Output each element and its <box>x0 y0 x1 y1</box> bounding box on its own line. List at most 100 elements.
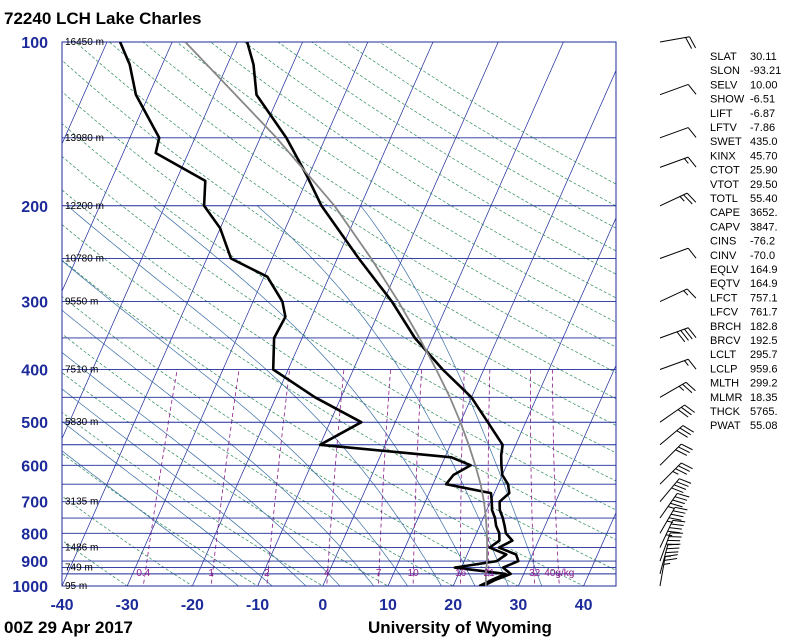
index-row: SLON -93.21 <box>710 65 781 77</box>
moist-adiabat <box>62 388 307 586</box>
dry-adiabat <box>62 411 324 586</box>
pressure-tick-label: 400 <box>21 363 48 380</box>
index-row: PWAT 55.08 <box>710 420 778 432</box>
height-label: 749 m <box>65 563 93 574</box>
temperature-tick-label: 0 <box>318 597 327 614</box>
index-value: 3847. <box>750 221 778 233</box>
mixing-ratio-label: 40g/kg <box>544 568 574 579</box>
dry-adiabat <box>210 42 616 299</box>
index-row: EQLV 164.9 <box>710 264 778 276</box>
index-name: CINV <box>710 250 737 262</box>
index-name: SWET <box>710 136 742 148</box>
mixing-ratio-label: 4 <box>324 568 330 579</box>
index-name: CAPE <box>710 207 740 219</box>
wind-barb <box>659 532 683 562</box>
height-label: 9550 m <box>65 297 98 308</box>
index-row: SELV 10.00 <box>710 79 778 91</box>
wind-barb <box>659 478 692 503</box>
wind-barb <box>659 192 697 207</box>
index-name: LIFT <box>710 108 733 120</box>
index-row: VTOT 29.50 <box>710 179 778 191</box>
dry-adiabat <box>62 123 616 482</box>
index-name: LFTV <box>710 122 738 134</box>
index-row: LFCT 757.1 <box>710 292 778 304</box>
dry-adiabat <box>62 91 616 454</box>
index-row: LFCV 761.7 <box>710 307 778 319</box>
height-label: 7510 m <box>65 365 98 376</box>
index-value: 29.50 <box>750 179 778 191</box>
index-name: PWAT <box>710 420 741 432</box>
dry-adiabat <box>62 189 616 541</box>
index-name: CAPV <box>710 221 741 233</box>
height-label: 3135 m <box>65 497 98 508</box>
isotherm-line <box>257 42 499 586</box>
dry-adiabat <box>62 224 616 571</box>
dry-adiabat <box>176 42 616 323</box>
index-name: SHOW <box>710 94 745 106</box>
index-row: LIFT -6.87 <box>710 108 775 120</box>
pressure-tick-label: 900 <box>21 554 48 571</box>
mixing-ratio-line <box>326 369 345 586</box>
isotherm-line <box>126 42 369 586</box>
height-label: 16450 m <box>65 37 104 48</box>
isotherm-line <box>62 42 238 440</box>
index-value: -7.86 <box>750 122 775 134</box>
index-name: MLMR <box>710 392 742 404</box>
moist-adiabat <box>62 351 341 586</box>
moist-adiabat <box>62 260 409 586</box>
temperature-tick-label: -30 <box>116 597 139 614</box>
mixing-ratio-line <box>378 369 391 586</box>
moist-adiabat <box>256 205 509 586</box>
dry-adiabat <box>244 42 616 275</box>
index-row: CINS -76.2 <box>710 236 775 248</box>
index-name: CINS <box>710 236 736 248</box>
index-row: MLTH 299.2 <box>710 378 778 390</box>
mixing-ratio-label: 10 <box>408 568 420 579</box>
height-labels: 16450 m 13980 m 12200 m 10780 m 9550 m 7510 m… <box>65 37 104 592</box>
dry-adiabat <box>142 42 616 348</box>
pressure-tick-label: 1000 <box>12 579 48 596</box>
wind-barb <box>659 554 678 587</box>
index-value: 55.08 <box>750 420 778 432</box>
isotherm-line <box>0 30 47 598</box>
index-name: MLTH <box>710 378 739 390</box>
dry-adiabat <box>109 42 616 373</box>
temperature-tick-label: 20 <box>444 597 462 614</box>
wind-barb <box>659 492 690 519</box>
wind-barb <box>659 381 696 398</box>
wind-barb <box>659 543 681 575</box>
dry-adiabat <box>62 259 585 586</box>
index-row: KINX 45.70 <box>710 150 778 162</box>
index-row: BRCV 192.5 <box>710 335 778 347</box>
index-name: KINX <box>710 150 736 162</box>
index-row: TOTL 55.40 <box>710 193 778 205</box>
moist-adiabat <box>62 420 273 586</box>
index-value: 25.90 <box>750 165 778 177</box>
wind-barbs <box>659 36 697 587</box>
wind-barb <box>659 36 697 49</box>
temperature-tick-label: -20 <box>181 597 204 614</box>
wind-barb <box>659 83 697 96</box>
index-value: 182.8 <box>750 321 778 333</box>
dry-adiabat <box>62 59 616 426</box>
wind-barb <box>659 462 693 485</box>
index-name: BRCV <box>710 335 741 347</box>
wind-barb <box>659 506 688 534</box>
index-name: LFCV <box>710 307 739 319</box>
dewpoint-profile <box>118 42 508 586</box>
mixing-ratio-label: 16 <box>455 568 467 579</box>
wind-barb <box>659 425 695 446</box>
plot-frame <box>61 41 617 587</box>
index-row: CAPV 3847. <box>710 221 778 233</box>
isotherm-line <box>322 42 564 586</box>
index-value: 18.35 <box>750 392 778 404</box>
mixing-ratio-line <box>412 369 423 586</box>
temperature-axis: -40 -30 -20 -10 0 10 20 30 40 <box>50 597 592 614</box>
index-row: LFTV -7.86 <box>710 122 775 134</box>
wind-barb <box>659 404 696 423</box>
index-value: 761.7 <box>750 307 778 319</box>
mixing-ratio-line <box>210 369 240 586</box>
index-row: BRCH 182.8 <box>710 321 778 333</box>
index-name: THCK <box>710 406 741 418</box>
